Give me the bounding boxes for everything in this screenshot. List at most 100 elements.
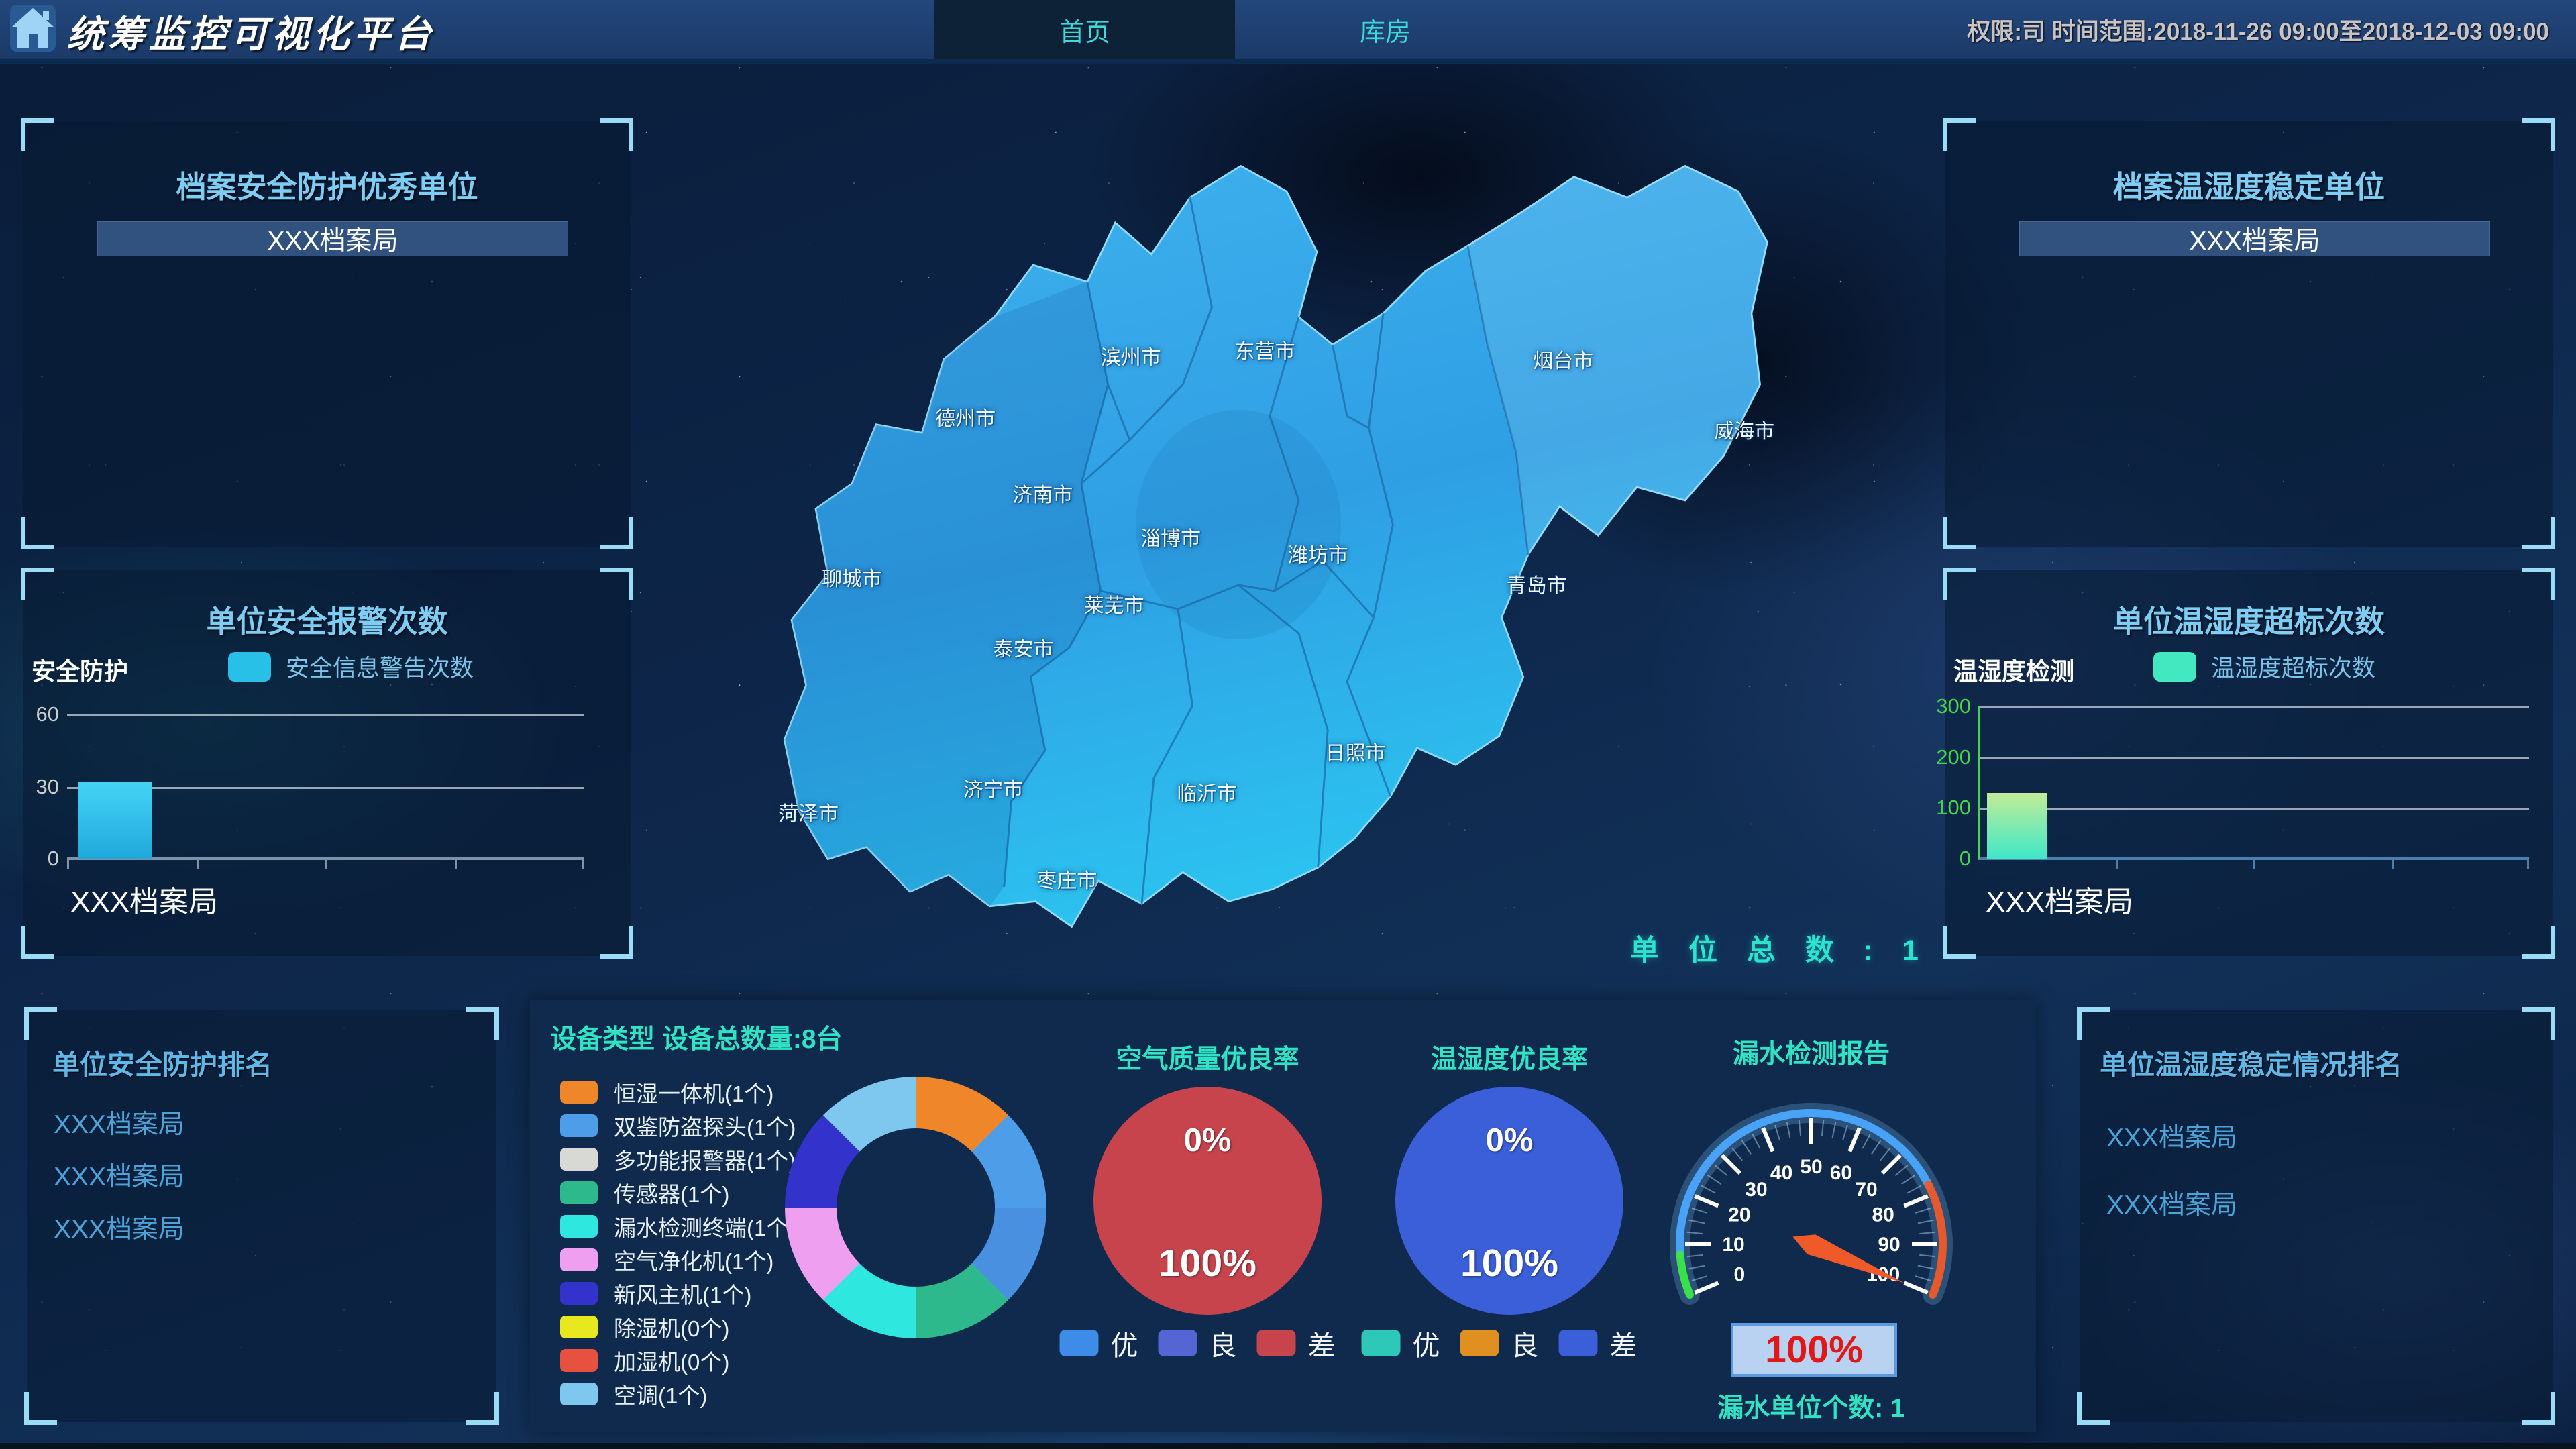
- map-city-label[interactable]: 济宁市: [963, 779, 1024, 802]
- corner-bracket: [1943, 517, 1976, 549]
- leak-note: 漏水单位个数: 1: [1717, 1394, 1905, 1423]
- rank-item[interactable]: XXX档案局: [2106, 1124, 2238, 1152]
- device-legend-item[interactable]: 空调(1个): [560, 1381, 708, 1408]
- rank-item[interactable]: XXX档案局: [54, 1110, 185, 1139]
- device-legend-item[interactable]: 除湿机(0个): [560, 1313, 730, 1341]
- corner-bracket: [466, 1392, 499, 1425]
- corner-bracket: [2522, 1007, 2555, 1040]
- y-tick: 30: [36, 774, 59, 798]
- device-legend-label: 除湿机(0个): [614, 1316, 730, 1341]
- y-tick: 60: [36, 702, 59, 726]
- map-city-label[interactable]: 滨州市: [1100, 346, 1161, 369]
- device-legend-item[interactable]: 空气净化机(1个): [560, 1246, 773, 1274]
- device-legend-swatch: [560, 1383, 598, 1405]
- legend-label: 安全信息警告次数: [286, 655, 474, 682]
- map-city-label[interactable]: 烟台市: [1533, 350, 1594, 372]
- device-legend-swatch: [560, 1282, 598, 1305]
- pie-legend-swatch[interactable]: [1256, 1330, 1296, 1356]
- map-city-label[interactable]: 枣庄市: [1036, 869, 1097, 892]
- map-city-label[interactable]: 淄博市: [1140, 528, 1201, 550]
- gauge-tick-label: 90: [1878, 1234, 1900, 1256]
- stable-unit-item[interactable]: XXX档案局: [2019, 221, 2490, 256]
- map-city-label[interactable]: 聊城市: [822, 568, 882, 590]
- device-legend-item[interactable]: 漏水检测终端(1个): [560, 1213, 796, 1240]
- temp-quality-pie[interactable]: 0% 100%: [1395, 1087, 1623, 1315]
- gauge-tick-label: 70: [1855, 1179, 1877, 1201]
- alarm-count-bar[interactable]: [78, 782, 152, 859]
- device-legend-item[interactable]: 恒湿一体机(1个): [560, 1079, 773, 1106]
- device-legend-item[interactable]: 双鉴防盗探头(1个): [560, 1112, 796, 1140]
- bar-chart-plot: 60 30 0: [36, 702, 584, 870]
- pie-legend-swatch[interactable]: [1361, 1330, 1401, 1356]
- corner-bracket: [2077, 1007, 2110, 1040]
- device-legend-label: 新风主机(1个): [614, 1283, 752, 1307]
- map-city-label[interactable]: 济南市: [1012, 484, 1073, 506]
- map-city-label[interactable]: 日照市: [1325, 742, 1386, 765]
- bar-chart-plot: 300 200 100 0: [1936, 694, 2529, 870]
- gauge-needle: [1792, 1234, 1904, 1283]
- rank-item[interactable]: XXX档案局: [54, 1163, 185, 1191]
- corner-bracket: [2077, 1392, 2110, 1425]
- pie-legend-swatch[interactable]: [1558, 1330, 1598, 1356]
- temp-quality-legend: 优良差: [1361, 1323, 1658, 1363]
- corner-bracket: [600, 517, 633, 549]
- map-city-label[interactable]: 青岛市: [1506, 575, 1567, 598]
- corner-bracket: [21, 926, 54, 959]
- map-city-label[interactable]: 莱芜市: [1083, 595, 1144, 618]
- total-units-label: 单 位 总 数 : 1: [1630, 934, 1929, 967]
- corner-bracket: [24, 1007, 57, 1040]
- pie-legend-label: 优: [1110, 1330, 1138, 1361]
- chart-legend[interactable]: 温湿度超标次数: [2153, 649, 2375, 684]
- device-legend-item[interactable]: 新风主机(1个): [560, 1280, 751, 1307]
- device-legend-label: 加湿机(0个): [614, 1350, 730, 1375]
- devices-title: 设备类型 设备总数量:8台: [550, 1025, 843, 1054]
- pie-legend-swatch[interactable]: [1059, 1330, 1099, 1356]
- corner-bracket: [2522, 118, 2555, 151]
- home-icon[interactable]: [9, 4, 56, 52]
- corner-bracket: [1943, 568, 1976, 600]
- province-map[interactable]: 滨州市 东营市 烟台市威海市 德州市济南市淄博市潍坊市聊城市 青岛市莱芜市泰安市日照市济…: [671, 101, 1878, 973]
- device-legend-label: 双鉴防盗探头(1个): [614, 1115, 796, 1140]
- gauge-tick-label: 10: [1722, 1234, 1744, 1256]
- chart-title: 单位安全报警次数: [206, 604, 448, 639]
- donut-hole: [837, 1128, 995, 1287]
- map-city-label[interactable]: 临沂市: [1177, 782, 1238, 805]
- chart-legend[interactable]: 安全信息警告次数: [228, 649, 474, 684]
- map-city-label[interactable]: 菏泽市: [778, 802, 839, 825]
- device-legend-swatch: [560, 1316, 598, 1338]
- pie-legend-swatch[interactable]: [1460, 1330, 1499, 1356]
- gauge-tick-label: 30: [1745, 1179, 1767, 1201]
- best-unit-item[interactable]: XXX档案局: [97, 221, 568, 256]
- device-legend-swatch: [560, 1215, 598, 1238]
- air-quality-pie[interactable]: 0% 100%: [1093, 1087, 1322, 1315]
- y-tick: 300: [1936, 694, 1971, 718]
- device-legend-label: 空调(1个): [614, 1383, 708, 1408]
- gauge-tick-label: 60: [1830, 1162, 1852, 1184]
- map-city-label[interactable]: 泰安市: [993, 639, 1054, 661]
- corner-bracket: [2522, 568, 2555, 600]
- device-legend-swatch: [560, 1248, 598, 1271]
- corner-bracket: [600, 926, 633, 959]
- map-city-label[interactable]: 威海市: [1714, 421, 1775, 443]
- map-city-label[interactable]: 潍坊市: [1287, 544, 1348, 567]
- device-legend-label: 传感器(1个): [614, 1182, 730, 1207]
- exceed-count-bar[interactable]: [1987, 792, 2047, 859]
- device-legend-item[interactable]: 加湿机(0个): [560, 1347, 730, 1375]
- device-legend-item[interactable]: 多功能报警器(1个): [560, 1146, 796, 1173]
- permission-time-range: 权限:司 时间范围:2018-11-26 09:00至2018-12-03 09…: [1967, 18, 2549, 45]
- pie-legend-swatch[interactable]: [1158, 1330, 1197, 1356]
- device-legend-item[interactable]: 传感器(1个): [560, 1179, 730, 1207]
- corner-bracket: [2522, 517, 2555, 549]
- pie-legend-label: 差: [1609, 1330, 1638, 1361]
- device-legend-label: 多功能报警器(1个): [614, 1148, 796, 1173]
- tab-warehouse[interactable]: 库房: [1278, 0, 1493, 59]
- map-city-label[interactable]: 东营市: [1234, 340, 1295, 363]
- tab-home[interactable]: 首页: [934, 0, 1235, 59]
- rank-item[interactable]: XXX档案局: [2106, 1191, 2238, 1220]
- gauge-tick-label: 50: [1800, 1156, 1822, 1178]
- gauge-tick-label: 80: [1872, 1204, 1894, 1226]
- map-city-label[interactable]: 德州市: [935, 407, 996, 430]
- rank-item[interactable]: XXX档案局: [54, 1215, 185, 1244]
